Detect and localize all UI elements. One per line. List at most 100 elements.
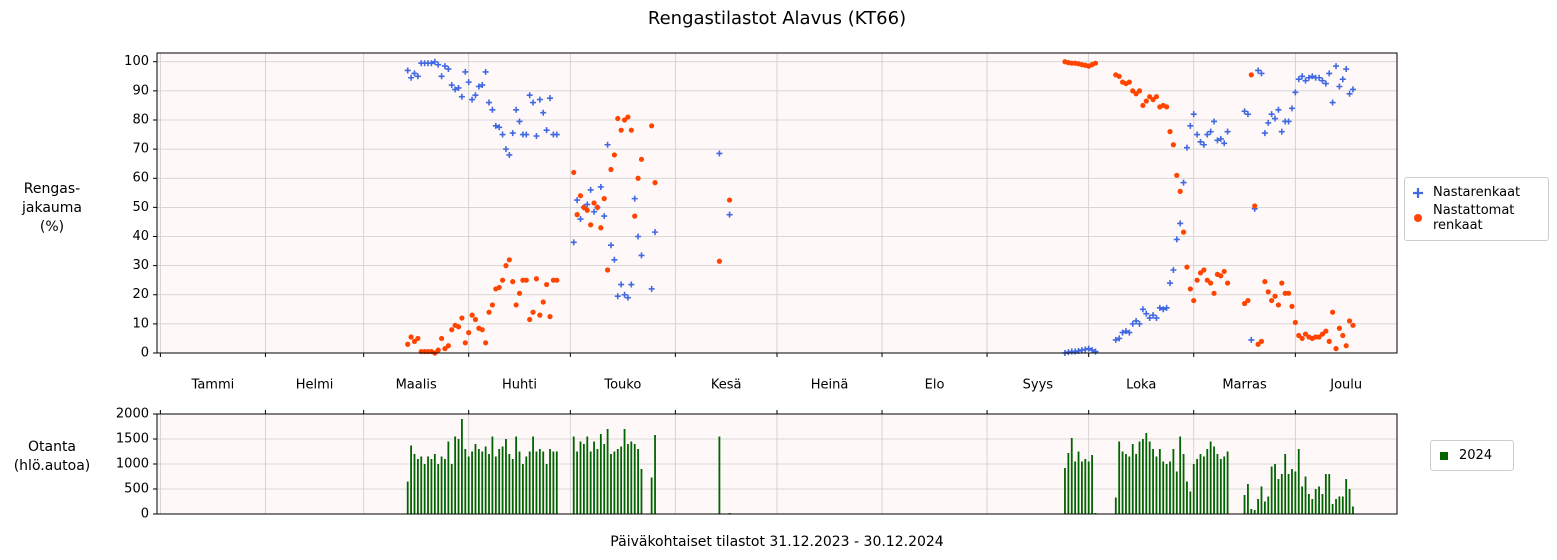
point — [588, 222, 594, 228]
bar — [1331, 504, 1334, 514]
bar — [454, 436, 457, 514]
bar — [444, 459, 446, 514]
point — [1252, 203, 1258, 209]
bar — [474, 444, 477, 514]
x-tick-label: Loka — [1126, 378, 1156, 393]
point — [452, 86, 459, 93]
point — [1187, 286, 1193, 292]
point — [726, 211, 733, 218]
point — [530, 309, 536, 315]
point — [1173, 236, 1180, 243]
legend-entry: Nastattomat renkaat — [1411, 203, 1542, 233]
point — [513, 302, 519, 308]
point — [648, 285, 655, 292]
bar — [1165, 464, 1168, 514]
point — [543, 127, 550, 134]
bar — [1084, 459, 1087, 514]
bar — [1287, 474, 1290, 514]
point — [1150, 97, 1156, 103]
point — [716, 258, 723, 264]
bar — [1304, 476, 1307, 514]
bar — [1179, 436, 1182, 514]
bar — [593, 441, 595, 514]
bar — [528, 451, 531, 514]
point — [628, 127, 634, 133]
point — [405, 341, 411, 347]
bar — [1280, 474, 1283, 514]
point — [649, 123, 655, 129]
point — [1302, 77, 1309, 84]
bar — [1074, 461, 1077, 514]
point — [1197, 138, 1204, 145]
bar — [1247, 484, 1249, 514]
point — [1339, 76, 1346, 83]
point — [540, 299, 546, 305]
x-tick-label: Maalis — [396, 378, 437, 393]
point — [523, 277, 529, 283]
bar — [633, 444, 636, 514]
bar — [579, 441, 582, 514]
bar — [1131, 444, 1134, 514]
point — [605, 267, 611, 273]
bar — [406, 481, 409, 514]
point — [506, 257, 512, 263]
point — [1092, 60, 1099, 66]
point — [584, 201, 591, 208]
point — [1349, 86, 1356, 93]
bar — [718, 436, 721, 514]
bar — [484, 446, 487, 514]
point — [1200, 141, 1207, 148]
point — [496, 284, 502, 291]
bar — [1291, 469, 1293, 514]
x-tick-label: Marras — [1222, 378, 1267, 393]
bar — [420, 456, 423, 514]
bar — [1270, 466, 1273, 514]
bar — [433, 454, 436, 514]
point — [1319, 77, 1326, 84]
bar — [1064, 468, 1066, 514]
point — [540, 109, 547, 116]
point — [1255, 341, 1261, 347]
point — [1082, 346, 1089, 353]
bar — [640, 469, 643, 514]
bar — [1253, 510, 1256, 514]
bar — [654, 435, 656, 514]
point — [577, 216, 584, 223]
point — [408, 334, 414, 340]
point — [469, 312, 475, 318]
legend: 2024 — [1430, 440, 1514, 471]
point — [458, 93, 465, 100]
point — [415, 335, 421, 342]
bar — [596, 449, 599, 514]
bar — [1202, 456, 1205, 514]
bar — [1125, 454, 1127, 514]
bar — [1324, 474, 1327, 514]
point — [1258, 338, 1265, 344]
point — [1177, 220, 1184, 227]
point — [1201, 267, 1207, 273]
bar — [603, 444, 606, 514]
bar — [464, 449, 467, 514]
bar — [1206, 449, 1209, 514]
point — [1126, 329, 1133, 336]
bar — [457, 439, 460, 514]
point — [1136, 88, 1143, 94]
point — [625, 114, 631, 120]
bar — [525, 456, 528, 514]
point — [435, 347, 441, 353]
point — [598, 225, 604, 231]
point — [1319, 331, 1326, 337]
point — [1112, 336, 1119, 343]
point — [1163, 304, 1170, 311]
bar — [501, 446, 504, 514]
bar — [1311, 499, 1314, 514]
bar — [505, 439, 507, 514]
legend-label: Nastarenkaat — [1433, 185, 1521, 200]
bar — [1328, 474, 1331, 514]
point — [1130, 88, 1136, 94]
point — [1350, 322, 1356, 328]
point — [1153, 94, 1160, 100]
point — [1170, 266, 1177, 273]
point — [489, 106, 496, 113]
point — [1322, 80, 1329, 87]
